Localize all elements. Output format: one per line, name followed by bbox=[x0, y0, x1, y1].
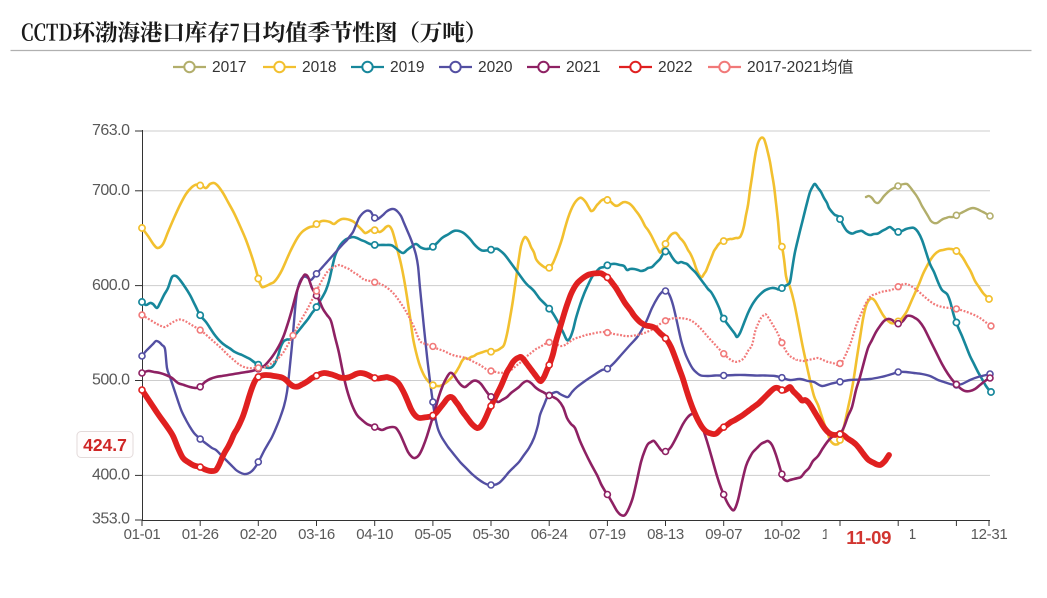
svg-text:763.0: 763.0 bbox=[92, 122, 130, 139]
svg-text:2017: 2017 bbox=[212, 59, 246, 76]
svg-text:09-07: 09-07 bbox=[705, 526, 742, 543]
svg-text:2021: 2021 bbox=[566, 59, 600, 76]
svg-text:05-05: 05-05 bbox=[414, 526, 451, 543]
svg-text:03-16: 03-16 bbox=[298, 526, 335, 543]
svg-text:06-24: 06-24 bbox=[531, 526, 568, 543]
svg-text:05-30: 05-30 bbox=[473, 526, 510, 543]
svg-text:2018: 2018 bbox=[302, 59, 336, 76]
svg-text:07-19: 07-19 bbox=[589, 526, 626, 543]
svg-text:2019: 2019 bbox=[390, 59, 424, 76]
svg-text:500.0: 500.0 bbox=[92, 372, 130, 389]
svg-text:424.7: 424.7 bbox=[83, 435, 127, 455]
svg-text:12-31: 12-31 bbox=[971, 526, 1008, 543]
svg-text:04-10: 04-10 bbox=[356, 526, 393, 543]
svg-text:2022: 2022 bbox=[658, 59, 692, 76]
svg-text:700.0: 700.0 bbox=[92, 182, 130, 199]
svg-text:2017-2021: 2017-2021 bbox=[747, 59, 821, 76]
svg-text:08-13: 08-13 bbox=[647, 526, 684, 543]
svg-text:600.0: 600.0 bbox=[92, 277, 130, 294]
svg-text:10-02: 10-02 bbox=[763, 526, 800, 543]
svg-text:01-01: 01-01 bbox=[124, 526, 161, 543]
svg-text:353.0: 353.0 bbox=[92, 511, 130, 528]
svg-text:400.0: 400.0 bbox=[92, 467, 130, 484]
svg-text:2020: 2020 bbox=[478, 59, 513, 76]
svg-text:02-20: 02-20 bbox=[240, 526, 277, 543]
svg-text:11-09: 11-09 bbox=[846, 527, 891, 548]
svg-text:01-26: 01-26 bbox=[182, 526, 219, 543]
